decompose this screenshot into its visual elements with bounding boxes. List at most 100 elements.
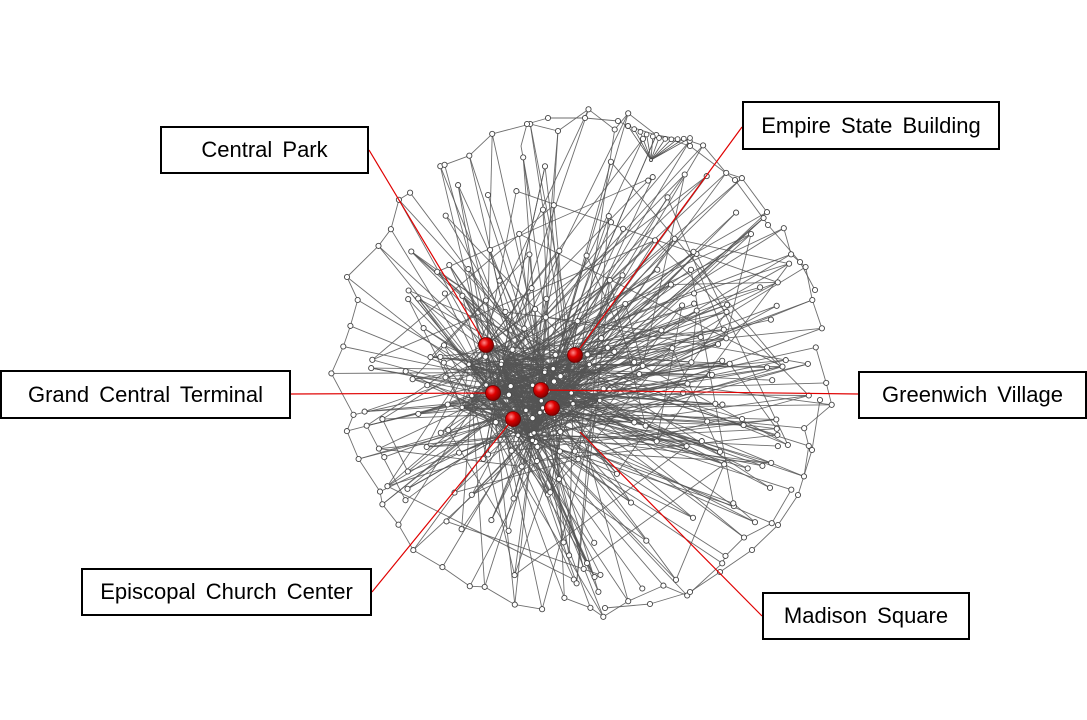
network-edge	[557, 108, 589, 132]
network-node	[669, 345, 676, 352]
network-node	[668, 136, 675, 143]
network-node	[773, 416, 780, 423]
network-node	[542, 314, 549, 321]
network-edge	[553, 364, 590, 369]
network-node	[595, 588, 602, 595]
network-node	[424, 382, 431, 389]
network-node	[723, 335, 730, 342]
network-node	[715, 341, 722, 348]
network-node	[520, 154, 527, 161]
network-node	[354, 296, 361, 304]
network-node	[458, 526, 465, 533]
network-node	[423, 443, 430, 451]
network-edge	[330, 346, 344, 374]
network-edge	[797, 449, 813, 496]
network-edge	[372, 359, 494, 394]
network-node	[526, 251, 533, 258]
network-edge	[530, 434, 643, 589]
network-node	[505, 391, 512, 398]
network-node	[622, 300, 629, 307]
network-edge	[457, 184, 502, 365]
network-node	[760, 214, 767, 222]
network-edge	[461, 364, 470, 408]
network-node	[620, 225, 627, 232]
network-node	[708, 371, 715, 378]
network-node	[502, 308, 509, 315]
network-edge	[484, 586, 516, 605]
network-node	[649, 174, 656, 181]
network-node	[459, 292, 466, 299]
network-node	[466, 583, 473, 590]
network-edge	[649, 591, 691, 605]
network-node	[611, 348, 618, 355]
network-node	[773, 425, 780, 432]
network-node	[680, 135, 687, 142]
network-node	[719, 560, 726, 567]
network-node	[768, 459, 775, 466]
network-node	[686, 588, 694, 596]
network-node	[543, 295, 550, 302]
network-edge	[512, 418, 756, 523]
network-node	[492, 419, 499, 426]
network-edge	[407, 269, 658, 472]
network-node	[639, 585, 646, 592]
network-node	[656, 135, 662, 141]
network-node	[552, 351, 559, 358]
network-edge	[656, 263, 790, 442]
network-node	[566, 552, 573, 559]
network-edge	[542, 407, 585, 570]
network-node	[375, 242, 382, 249]
network-node	[395, 521, 402, 528]
network-node	[784, 441, 791, 449]
network-edge	[461, 364, 590, 408]
network-edge	[531, 400, 600, 435]
network-node	[498, 361, 504, 367]
network-node	[773, 302, 780, 309]
network-edge	[650, 137, 691, 161]
network-edge	[501, 286, 761, 362]
network-edge	[803, 404, 832, 429]
network-node	[614, 117, 622, 125]
network-edge	[418, 406, 463, 415]
network-node	[740, 422, 747, 429]
network-node	[801, 425, 808, 432]
network-edge	[559, 450, 772, 464]
network-edge	[544, 371, 748, 469]
label-grand-central-terminal: Grand Central Terminal	[0, 370, 291, 419]
network-node	[625, 123, 631, 129]
label-episcopal-church-center: Episcopal Church Center	[81, 568, 372, 616]
network-node	[808, 446, 816, 454]
network-node	[606, 277, 613, 284]
network-edge	[670, 281, 778, 286]
leader-line	[574, 126, 743, 356]
network-node	[679, 302, 686, 309]
leader-line	[368, 149, 487, 346]
network-edge	[485, 308, 536, 346]
network-node	[730, 500, 737, 507]
network-edge	[741, 177, 768, 213]
network-node	[547, 489, 554, 496]
network-edge	[500, 363, 533, 386]
network-node	[575, 456, 582, 463]
network-edge	[743, 522, 773, 538]
network-edge	[411, 251, 556, 356]
network-node	[505, 527, 512, 534]
network-edge	[501, 361, 545, 373]
network-node	[581, 114, 589, 122]
network-node	[631, 126, 638, 132]
network-edge	[485, 138, 644, 346]
network-node	[605, 213, 612, 220]
network-node	[515, 432, 521, 438]
network-edge	[378, 245, 487, 346]
network-node	[407, 189, 414, 196]
network-node	[465, 266, 472, 273]
network-edge	[610, 161, 783, 367]
network-edge	[409, 192, 546, 373]
network-edge	[514, 604, 543, 610]
network-edge	[696, 253, 789, 446]
network-edge	[627, 125, 652, 161]
network-node	[681, 171, 688, 178]
network-edge	[544, 369, 572, 394]
network-node	[768, 520, 775, 527]
network-edge	[576, 280, 611, 584]
